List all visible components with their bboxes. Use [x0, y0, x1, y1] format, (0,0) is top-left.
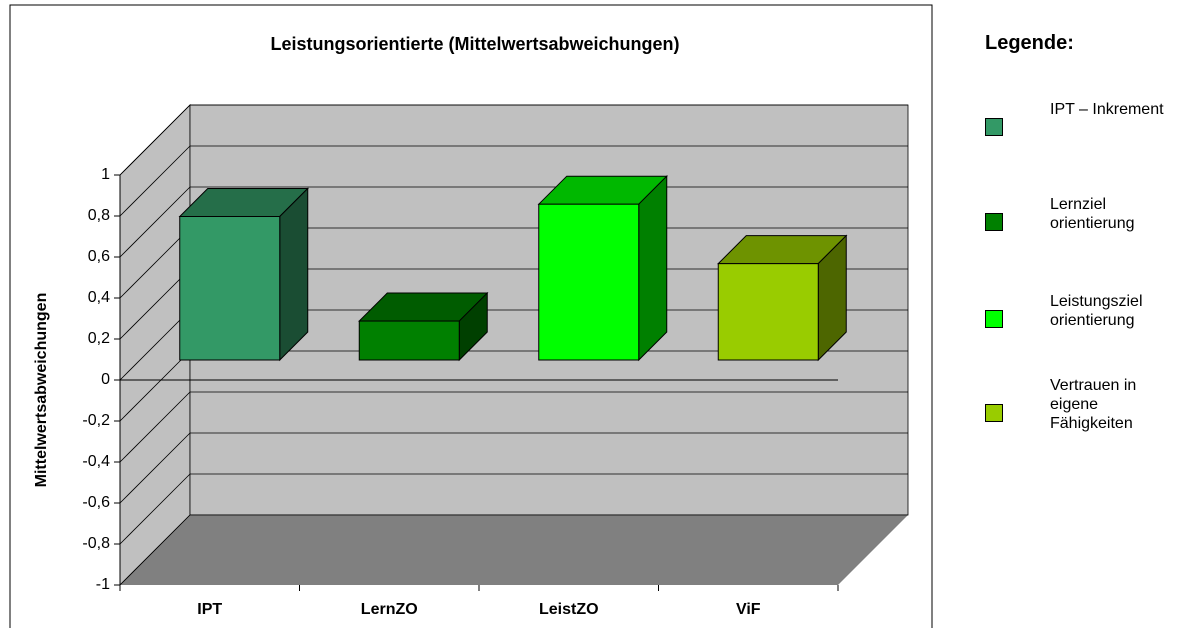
legend-label: Leistungsziel orientierung — [1050, 293, 1143, 329]
y-tick-label: 1 — [101, 166, 110, 183]
grid-line — [119, 309, 191, 381]
legend-swatch — [985, 118, 1003, 136]
y-tick-label: -0,2 — [82, 412, 110, 429]
y-tick-label: -0,8 — [82, 535, 110, 552]
grid-line — [119, 432, 191, 504]
grid-line — [119, 268, 191, 340]
grid-line — [119, 473, 191, 545]
floor — [120, 515, 908, 585]
bar — [179, 216, 281, 361]
y-tick-label: 0 — [101, 371, 110, 388]
y-tick-label: 0,2 — [88, 330, 110, 347]
x-tick-label: ViF — [736, 601, 761, 618]
x-tick-label: LernZO — [361, 601, 418, 618]
y-tick-label: 0,4 — [88, 289, 110, 306]
grid-line — [119, 391, 191, 463]
grid-line — [119, 145, 191, 217]
y-tick-label: -0,6 — [82, 494, 110, 511]
y-tick-label: 0,8 — [88, 207, 110, 224]
grid-line — [119, 514, 191, 586]
legend-swatch — [985, 404, 1003, 422]
legend-label: IPT – Inkrement — [1050, 101, 1164, 118]
legend-swatch — [985, 213, 1003, 231]
legend-swatch — [985, 310, 1003, 328]
legend-label: Vertrauen in eigene Fähigkeiten — [1050, 377, 1137, 432]
grid-line — [119, 186, 191, 258]
x-tick-label: IPT — [197, 601, 222, 618]
chart-title: Leistungsorientierte (Mittelwertsabweich… — [270, 34, 679, 54]
grid-line — [119, 350, 191, 422]
bar-side — [638, 174, 668, 362]
bar — [358, 320, 460, 361]
grid-line — [119, 104, 191, 176]
y-axis-title: Mittelwertsabweichungen — [33, 293, 50, 488]
bar — [538, 203, 640, 361]
legend-label: Lernziel orientierung — [1050, 196, 1135, 232]
bar — [717, 263, 819, 361]
x-tick-label: LeistZO — [539, 601, 599, 618]
y-tick-label: -1 — [96, 576, 110, 593]
bar-side — [279, 187, 309, 362]
grid-line — [119, 227, 191, 299]
y-tick-label: -0,4 — [82, 453, 110, 470]
legend-title: Legende: — [985, 32, 1074, 54]
y-tick-label: 0,6 — [88, 248, 110, 265]
